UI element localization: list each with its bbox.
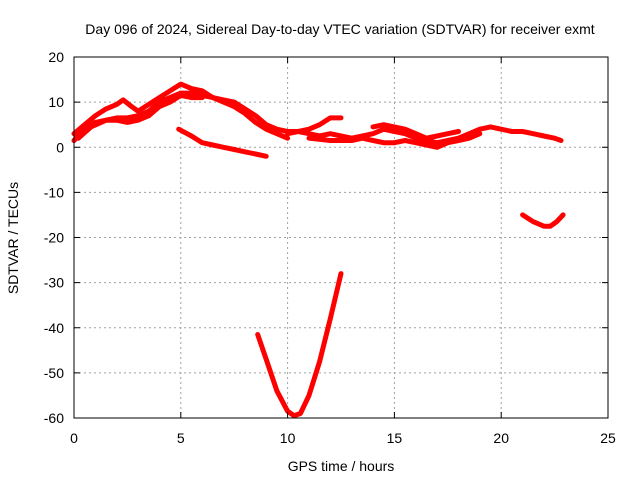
x-tick-label: 0 [70, 430, 78, 446]
y-tick-label: -50 [44, 365, 64, 381]
y-axis-title: SDTVAR / TECUs [5, 182, 21, 294]
x-axis-title: GPS time / hours [288, 458, 395, 474]
y-tick-label: -10 [44, 184, 64, 200]
x-tick-label: 25 [600, 430, 616, 446]
satellite-track-7 [370, 122, 461, 141]
series-layer [71, 81, 566, 419]
satellite-track-3 [75, 92, 205, 141]
satellite-track-4 [176, 126, 269, 159]
satellite-track-6 [306, 131, 483, 150]
y-tick-label: 20 [48, 49, 64, 65]
x-tick-label: 20 [493, 430, 509, 446]
y-tick-label: -30 [44, 275, 64, 291]
x-tick-label: 15 [387, 430, 403, 446]
chart-title: Day 096 of 2024, Sidereal Day-to-day VTE… [85, 21, 594, 37]
y-tick-label: -40 [44, 320, 64, 336]
y-tick-label: -60 [44, 410, 64, 426]
y-tick-label: 10 [48, 94, 64, 110]
y-tick-label: -20 [44, 230, 64, 246]
x-tick-label: 5 [177, 430, 185, 446]
x-tick-label: 10 [280, 430, 296, 446]
y-tick-label: 0 [56, 139, 64, 155]
axis-layer: 0 5 10 15 20 25 20 10 0 -10 -20 -30 -40 -50 -60 [44, 49, 616, 446]
satellite-track-9 [520, 212, 566, 229]
satellite-track-8 [255, 271, 344, 419]
grid-layer [74, 57, 608, 418]
